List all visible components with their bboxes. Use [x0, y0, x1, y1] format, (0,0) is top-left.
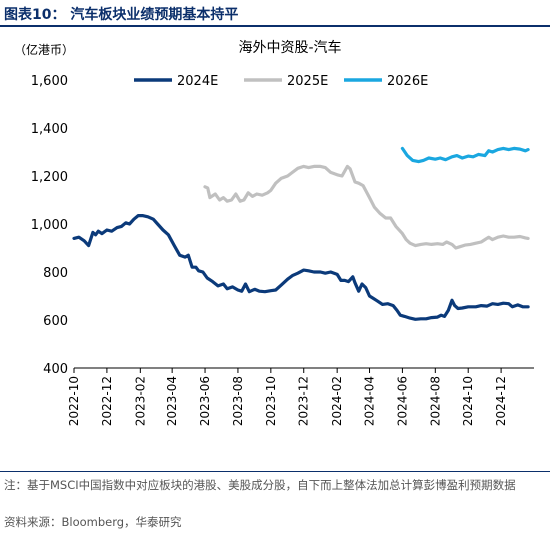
x-tick-label: 2023-08: [231, 376, 245, 426]
source-line: 资料来源：Bloomberg，华泰研究: [4, 515, 182, 529]
series-line-2025E: [203, 164, 530, 250]
y-unit-label: （亿港币）: [14, 42, 74, 57]
y-tick-label: 1,000: [31, 218, 68, 233]
line-chart: 海外中资股-汽车 （亿港币） 2024E 2025E 2026E 400 600 8…: [14, 39, 534, 426]
y-tick-label: 1,200: [31, 170, 68, 185]
x-tick-label: 2022-12: [100, 376, 114, 426]
header-rule: [0, 25, 550, 27]
x-tick-label: 2023-12: [297, 376, 311, 426]
series-line-2024E: [72, 214, 530, 321]
figure-header: 图表10： 汽车板块业绩预期基本持平: [0, 0, 550, 27]
legend-label-2025: 2025E: [287, 74, 328, 89]
x-tick-label: 2024-02: [330, 376, 344, 426]
x-tick-label: 2023-02: [133, 376, 147, 426]
x-tick-label: 2024-10: [461, 376, 475, 426]
y-tick-label: 600: [43, 314, 68, 329]
chart-title: 海外中资股-汽车: [238, 39, 341, 56]
x-axis-ticks: 2022-10 2022-12 2023-02 2023-04 2023-06 2023-…: [67, 368, 508, 426]
legend-label-2024: 2024E: [177, 74, 218, 89]
footnote: 注：基于MSCI中国指数中对应板块的港股、美股成分股，自下而上整体法加总计算彭博…: [4, 478, 516, 492]
series-line-2026E: [400, 146, 530, 164]
x-tick-label: 2022-10: [67, 376, 81, 426]
figure-title: 图表10： 汽车板块业绩预期基本持平: [4, 7, 239, 23]
y-tick-label: 800: [43, 266, 68, 281]
legend-label-2026: 2026E: [387, 74, 428, 89]
x-tick-label: 2023-04: [165, 376, 179, 426]
y-tick-label: 1,600: [31, 74, 68, 89]
x-tick-label: 2024-06: [395, 376, 409, 426]
x-tick-label: 2023-10: [264, 376, 278, 426]
series-lines: [72, 146, 530, 321]
x-tick-label: 2024-08: [428, 376, 442, 426]
x-tick-label: 2024-04: [363, 376, 377, 426]
y-tick-label: 400: [43, 362, 68, 377]
x-tick-label: 2024-12: [494, 376, 508, 426]
legend: 2024E 2025E 2026E: [134, 74, 428, 89]
y-axis-ticks: 400 600 800 1,000 1,200 1,400 1,600: [31, 74, 68, 377]
footer-rule: [0, 471, 550, 472]
x-tick-label: 2023-06: [198, 376, 212, 426]
y-tick-label: 1,400: [31, 122, 68, 137]
